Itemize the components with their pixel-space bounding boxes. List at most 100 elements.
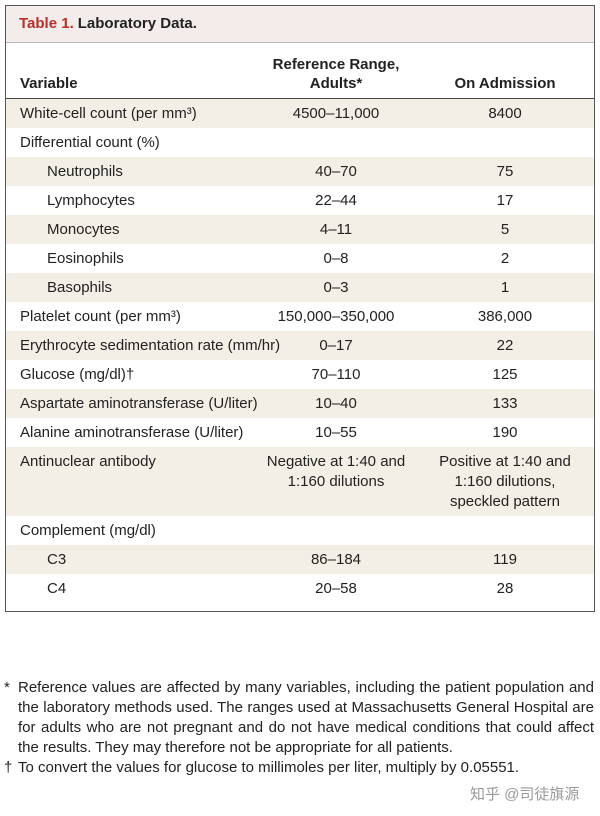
variable-text: Glucose (mg/dl)† — [20, 365, 135, 383]
admission-text: 2 — [500, 249, 510, 267]
table-row: Platelet count (per mm³) 150,000–350,000 3… — [6, 302, 594, 331]
variable-text: Neutrophils — [47, 162, 123, 180]
cell: 0–17 — [256, 331, 416, 360]
variable-text: Eosinophils — [47, 249, 124, 267]
cell: Differential count (%) — [6, 128, 256, 157]
cell: Eosinophils — [6, 244, 256, 273]
footnote-text: Reference values are affected by many va… — [18, 679, 594, 756]
footnote-mark: * — [4, 679, 10, 696]
table-row: Monocytes 4–11 5 — [6, 215, 594, 244]
table-box: Table 1. Laboratory Data. Variable Referen… — [5, 5, 595, 612]
cell: Positive at 1:40 and 1:160 dilutions, sp… — [416, 447, 594, 516]
variable-text: Complement (mg/dl) — [20, 521, 156, 539]
reference-text: 4–11 — [319, 220, 353, 238]
table-row: Differential count (%) — [6, 128, 594, 157]
footnote-text: To convert the values for glucose to mil… — [18, 759, 520, 776]
footnote: * Reference values are affected by many v… — [4, 678, 594, 758]
variable-text: Aspartate aminotransferase (U/liter) — [20, 394, 258, 412]
variable-text: Differential count (%) — [20, 133, 160, 151]
variable-text: C3 — [47, 550, 67, 568]
cell: 8400 — [416, 98, 594, 128]
column-header-text: Variable — [20, 75, 78, 92]
reference-text: 10–40 — [315, 394, 357, 412]
cell: 40–70 — [256, 157, 416, 186]
cell: 75 — [416, 157, 594, 186]
reference-text: 4500–11,000 — [292, 104, 380, 122]
cell: Platelet count (per mm³) — [6, 302, 256, 331]
variable-text: Platelet count (per mm³) — [20, 307, 181, 325]
cell: 133 — [416, 389, 594, 418]
cell: 4–11 — [256, 215, 416, 244]
reference-text: Negative at 1:40 and 1:160 dilutions — [266, 452, 406, 490]
cell: C3 — [6, 545, 256, 574]
admission-text: 1 — [500, 278, 510, 296]
footnote: † To convert the values for glucose to mi… — [4, 758, 594, 778]
cell: Basophils — [6, 273, 256, 302]
reference-text: 0–17 — [319, 336, 353, 354]
table-row: Alanine aminotransferase (U/liter) 10–55 1… — [6, 418, 594, 447]
cell: 17 — [416, 186, 594, 215]
reference-text: 0–3 — [323, 278, 349, 296]
variable-text: C4 — [47, 579, 67, 597]
reference-text: 70–110 — [311, 365, 361, 383]
column-header: Reference Range, Adults* — [256, 43, 416, 99]
table-row: Complement (mg/dl) — [6, 516, 594, 545]
admission-text: 386,000 — [477, 307, 533, 325]
column-header: Variable — [6, 43, 256, 99]
table-row: Aspartate aminotransferase (U/liter) 10–4… — [6, 389, 594, 418]
watermark: 知乎 @司徒旗源 — [470, 786, 580, 803]
admission-text: 17 — [496, 191, 514, 209]
admission-text: 28 — [496, 579, 514, 597]
cell: 0–8 — [256, 244, 416, 273]
reference-text: 22–44 — [315, 191, 357, 209]
cell: Lymphocytes — [6, 186, 256, 215]
cell — [256, 516, 416, 545]
table: Variable Reference Range, Adults* On Admis… — [6, 43, 594, 603]
cell: Antinuclear antibody — [6, 447, 256, 516]
cell: 5 — [416, 215, 594, 244]
variable-text: Basophils — [47, 278, 113, 296]
table-header: Table 1. Laboratory Data. — [6, 6, 594, 43]
admission-text: 119 — [493, 550, 517, 568]
footnotes: * Reference values are affected by many v… — [4, 678, 594, 778]
cell: 22 — [416, 331, 594, 360]
cell: 125 — [416, 360, 594, 389]
table-row: Neutrophils 40–70 75 — [6, 157, 594, 186]
admission-text: 5 — [500, 220, 510, 238]
admission-text: 125 — [492, 365, 518, 383]
cell: 86–184 — [256, 545, 416, 574]
admission-text: 8400 — [488, 104, 522, 122]
cell: 190 — [416, 418, 594, 447]
column-header-text: Reference Range, Adults* — [272, 56, 400, 92]
cell: Glucose (mg/dl)† — [6, 360, 256, 389]
admission-text: 133 — [492, 394, 518, 412]
table-row: Eosinophils 0–8 2 — [6, 244, 594, 273]
cell: C4 — [6, 574, 256, 603]
cell: Complement (mg/dl) — [6, 516, 256, 545]
admission-text: 22 — [496, 336, 514, 354]
reference-text: 150,000–350,000 — [277, 307, 395, 325]
cell: 386,000 — [416, 302, 594, 331]
cell: 4500–11,000 — [256, 98, 416, 128]
reference-text: 40–70 — [315, 162, 357, 180]
cell: 10–40 — [256, 389, 416, 418]
variable-text: White-cell count (per mm³) — [20, 104, 197, 122]
reference-text: 0–8 — [323, 249, 349, 267]
reference-text: 10–55 — [315, 423, 357, 441]
cell: Alanine aminotransferase (U/liter) — [6, 418, 256, 447]
variable-text: Alanine aminotransferase (U/liter) — [20, 423, 244, 441]
cell: Negative at 1:40 and 1:160 dilutions — [256, 447, 416, 516]
cell: 70–110 — [256, 360, 416, 389]
reference-text: 20–58 — [315, 579, 357, 597]
cell: 22–44 — [256, 186, 416, 215]
table-row: Basophils 0–3 1 — [6, 273, 594, 302]
cell: 119 — [416, 545, 594, 574]
footnote-mark: † — [4, 759, 13, 776]
cell: 28 — [416, 574, 594, 603]
cell — [416, 128, 594, 157]
cell: Aspartate aminotransferase (U/liter) — [6, 389, 258, 418]
cell: 0–3 — [256, 273, 416, 302]
cell: Erythrocyte sedimentation rate (mm/hr) — [6, 331, 280, 360]
cell: White-cell count (per mm³) — [6, 98, 256, 128]
